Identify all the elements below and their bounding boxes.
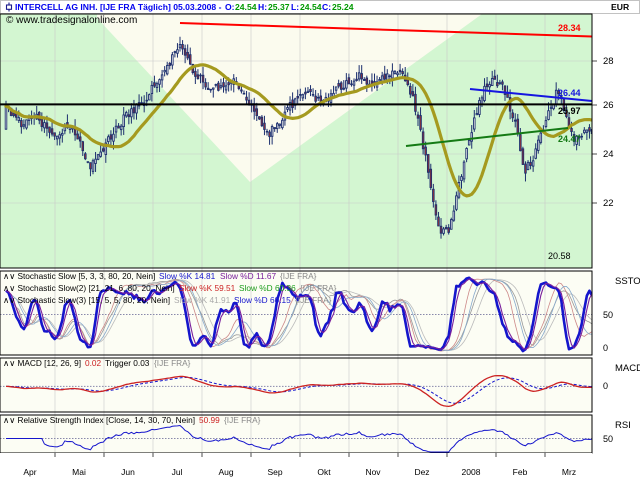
svg-text:Slow %D 60.15: Slow %D 60.15 <box>234 295 291 305</box>
svg-text:© www.tradesignalonline.com: © www.tradesignalonline.com <box>6 15 137 26</box>
svg-text:C:: C: <box>322 2 331 12</box>
svg-text:24.54: 24.54 <box>300 2 322 12</box>
svg-text:O:: O: <box>225 2 235 12</box>
svg-text:{IJE FRA}: {IJE FRA} <box>280 271 317 281</box>
svg-text:22: 22 <box>603 198 614 209</box>
svg-text:Slow %K 41.91: Slow %K 41.91 <box>174 295 231 305</box>
svg-text:Mai: Mai <box>72 467 86 477</box>
svg-text:0: 0 <box>603 343 608 353</box>
svg-text:0: 0 <box>603 381 608 391</box>
svg-text:{IJE FRA}: {IJE FRA} <box>224 415 261 425</box>
svg-text:{IJE FRA}: {IJE FRA} <box>295 295 332 305</box>
svg-text:SSTOC: SSTOC <box>615 276 640 287</box>
svg-text:Slow %K 14.81: Slow %K 14.81 <box>159 271 216 281</box>
svg-text:25.37: 25.37 <box>268 2 290 12</box>
svg-text:Apr: Apr <box>23 467 36 477</box>
svg-text:Slow %K 59.51: Slow %K 59.51 <box>179 283 236 293</box>
svg-text:26: 26 <box>603 100 614 111</box>
svg-text:50: 50 <box>603 310 613 320</box>
svg-text:28.34: 28.34 <box>558 23 581 33</box>
svg-text:Slow %D 60.36: Slow %D 60.36 <box>239 283 296 293</box>
svg-text:25.97: 25.97 <box>558 106 581 116</box>
svg-text:Feb: Feb <box>513 467 528 477</box>
svg-text:{IJE FRA}: {IJE FRA} <box>154 358 191 368</box>
svg-text:EUR: EUR <box>611 2 630 12</box>
svg-text:Mrz: Mrz <box>562 467 576 477</box>
svg-text:Dez: Dez <box>414 467 429 477</box>
svg-text:∧∨ Stochastic Slow(2) [21, 21,: ∧∨ Stochastic Slow(2) [21, 21, 6, 80, 20… <box>3 283 175 293</box>
svg-text:MACD: MACD <box>615 363 640 374</box>
svg-text:∧∨ Stochastic Slow(3) [15, 5,: ∧∨ Stochastic Slow(3) [15, 5, 5, 80, 20,… <box>3 295 170 305</box>
svg-text:24.47: 24.47 <box>558 134 581 144</box>
svg-text:INTERCELL AG INH. [IJE FRA Tä: INTERCELL AG INH. [IJE FRA Täglich] 05.0… <box>15 2 222 12</box>
svg-text:28: 28 <box>603 56 614 67</box>
svg-text:∧∨ Stochastic Slow [5, 3, 3, 8: ∧∨ Stochastic Slow [5, 3, 3, 80, 20, Nei… <box>3 271 155 281</box>
svg-text:Jul: Jul <box>172 467 183 477</box>
svg-text:26.44: 26.44 <box>558 88 581 98</box>
svg-text:{IJE FRA}: {IJE FRA} <box>300 283 337 293</box>
svg-text:L:: L: <box>291 2 299 12</box>
svg-text:Trigger 0.03: Trigger 0.03 <box>105 358 150 368</box>
svg-text:0.02: 0.02 <box>85 358 102 368</box>
svg-text:2008: 2008 <box>462 467 481 477</box>
svg-text:Jun: Jun <box>121 467 135 477</box>
svg-text:Nov: Nov <box>365 467 381 477</box>
svg-text:∧∨ MACD [12, 26, 9]: ∧∨ MACD [12, 26, 9] <box>3 358 81 368</box>
svg-text:25.24: 25.24 <box>332 2 354 12</box>
svg-text:24: 24 <box>603 149 614 160</box>
svg-text:20.58: 20.58 <box>548 251 571 261</box>
svg-text:50: 50 <box>603 434 613 444</box>
svg-text:50.99: 50.99 <box>199 415 220 425</box>
svg-text:Slow %D 11.67: Slow %D 11.67 <box>220 271 276 281</box>
svg-text:Okt: Okt <box>317 467 331 477</box>
svg-text:Sep: Sep <box>267 467 282 477</box>
svg-text:24.54: 24.54 <box>235 2 257 12</box>
svg-text:H:: H: <box>258 2 267 12</box>
svg-text:RSI: RSI <box>615 420 631 431</box>
svg-text:∧∨ Relative Strength Index [Cl: ∧∨ Relative Strength Index [Close, 14, 3… <box>3 415 195 425</box>
svg-text:Aug: Aug <box>218 467 233 477</box>
